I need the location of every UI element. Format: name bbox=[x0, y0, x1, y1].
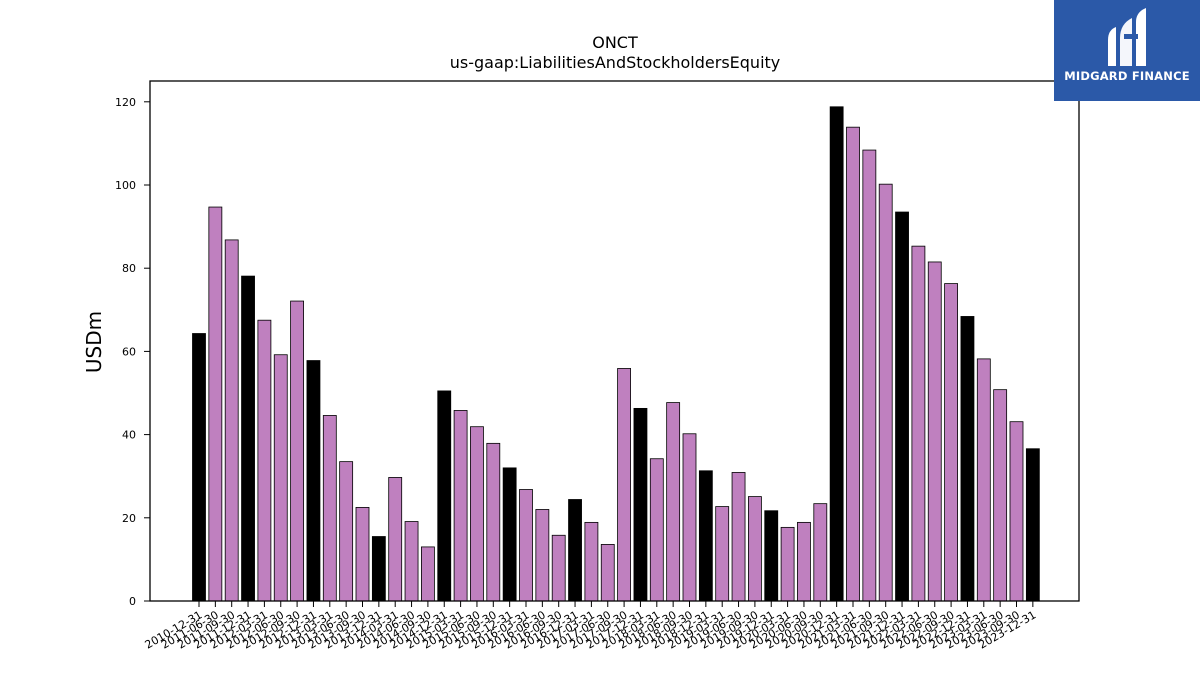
bar-2017-09-30 bbox=[617, 368, 631, 602]
bar-2023-09-30 bbox=[1009, 421, 1024, 602]
bar-2012-12-31 bbox=[306, 360, 321, 602]
bar-2015-12-31 bbox=[502, 467, 517, 602]
y-axis-label: USDm bbox=[82, 311, 106, 373]
bar-2013-09-30 bbox=[355, 506, 370, 602]
bar-2019-06-30 bbox=[731, 472, 746, 602]
bar-2017-06-30 bbox=[600, 544, 615, 602]
bar-2018-09-30 bbox=[682, 433, 697, 602]
bar-2018-12-31 bbox=[698, 470, 713, 602]
bar-2013-12-31 bbox=[371, 536, 386, 602]
bar-2020-09-30 bbox=[813, 503, 828, 602]
bar-2019-12-31 bbox=[764, 510, 779, 602]
bar-2021-03-31 bbox=[846, 126, 860, 602]
midgard-finance-logo: MIDGARD FINANCE bbox=[1054, 0, 1200, 101]
bar-2018-06-30 bbox=[666, 402, 681, 602]
x-axis: 2010-12-312011-06-302011-09-302011-12-31… bbox=[143, 601, 1038, 652]
bar-2015-06-30 bbox=[470, 426, 484, 602]
bar-2023-12-31 bbox=[1025, 448, 1040, 602]
bar-2016-06-30 bbox=[535, 509, 550, 602]
bar-2013-06-30 bbox=[339, 461, 354, 602]
bar-2020-03-31 bbox=[780, 526, 795, 602]
bar-2014-03-31 bbox=[388, 477, 403, 602]
bar-2011-12-31 bbox=[241, 275, 255, 602]
y-tick-label: 80 bbox=[122, 262, 136, 275]
bar-2023-03-31 bbox=[976, 358, 991, 602]
bars-group bbox=[192, 106, 1040, 602]
bar-2020-12-31 bbox=[829, 106, 844, 602]
bar-2022-12-31 bbox=[960, 316, 975, 602]
bar-2014-09-30 bbox=[420, 546, 435, 602]
bar-2012-09-30 bbox=[290, 300, 305, 602]
bar-2021-09-30 bbox=[878, 183, 893, 602]
y-tick-label: 20 bbox=[122, 512, 136, 525]
bar-2022-09-30 bbox=[944, 283, 958, 602]
chart-subtitle: us-gaap:LiabilitiesAndStockholdersEquity bbox=[450, 53, 781, 72]
chart-title: ONCT bbox=[592, 33, 638, 52]
bar-2019-03-31 bbox=[715, 506, 730, 602]
bar-2017-03-31 bbox=[584, 521, 599, 602]
bar-2015-03-31 bbox=[453, 410, 468, 602]
bar-2011-09-30 bbox=[224, 239, 239, 602]
bar-2015-09-30 bbox=[486, 442, 501, 602]
bar-2016-03-31 bbox=[519, 489, 533, 602]
y-tick-label: 120 bbox=[115, 96, 136, 109]
midgard-logo-icon bbox=[1108, 8, 1146, 66]
bar-2018-03-31 bbox=[649, 458, 664, 602]
y-tick-label: 60 bbox=[122, 345, 136, 358]
y-tick-label: 0 bbox=[129, 595, 136, 608]
y-tick-label: 100 bbox=[115, 179, 136, 192]
bar-2019-09-30 bbox=[748, 496, 762, 602]
bar-2012-03-31 bbox=[257, 319, 272, 602]
bar-2014-06-30 bbox=[404, 521, 419, 602]
logo-brand-text: MIDGARD FINANCE bbox=[1064, 69, 1190, 83]
bar-2022-03-31 bbox=[911, 245, 926, 602]
bar-2010-12-31 bbox=[192, 333, 206, 602]
bar-2013-03-31 bbox=[322, 415, 337, 602]
bar-2021-06-30 bbox=[862, 149, 877, 602]
bar-2020-06-30 bbox=[797, 521, 811, 602]
y-axis: 0 20 40 60 80 100 120 bbox=[115, 96, 150, 608]
bar-2016-09-30 bbox=[551, 534, 566, 602]
bar-2016-12-31 bbox=[568, 499, 582, 602]
bar-2021-12-31 bbox=[895, 211, 909, 602]
bar-2014-12-31 bbox=[437, 390, 452, 602]
bar-2012-06-30 bbox=[273, 354, 288, 602]
plot-frame bbox=[149, 80, 1080, 602]
bar-2011-06-30 bbox=[208, 206, 223, 602]
bar-2022-06-30 bbox=[927, 261, 942, 602]
y-tick-label: 40 bbox=[122, 429, 136, 442]
bar-2023-06-30 bbox=[993, 389, 1008, 602]
bar-2017-12-31 bbox=[633, 407, 648, 602]
